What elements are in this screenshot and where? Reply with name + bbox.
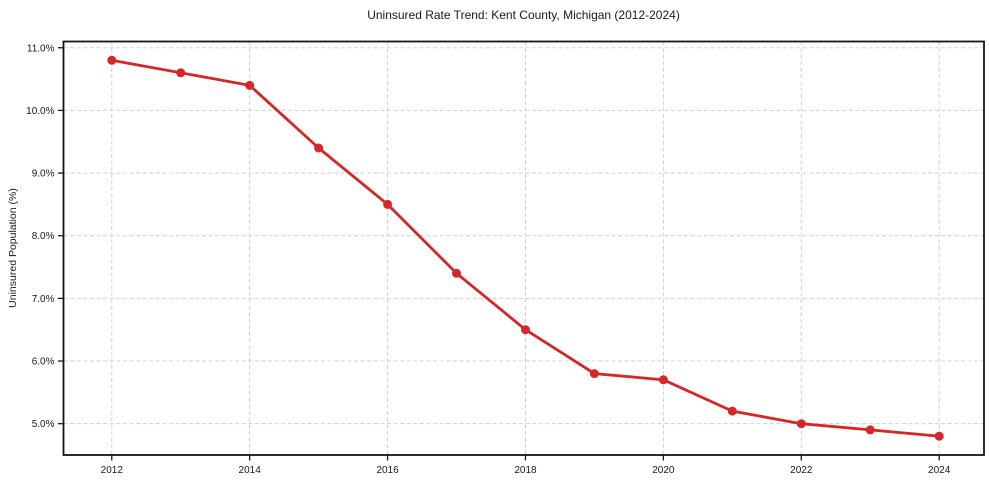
data-point — [176, 68, 186, 78]
y-tick-label: 11.0% — [27, 43, 55, 54]
y-tick-label: 8.0% — [32, 231, 55, 242]
x-tick-label: 2012 — [101, 465, 124, 476]
data-point — [521, 325, 530, 335]
data-point — [658, 375, 668, 385]
y-tick-label: 7.0% — [32, 294, 55, 305]
chart-title: Uninsured Rate Trend: Kent County, Michi… — [367, 8, 680, 22]
y-tick-label: 6.0% — [32, 357, 55, 368]
data-point — [934, 431, 944, 441]
x-tick-label: 2014 — [239, 465, 262, 476]
x-tick-label: 2020 — [652, 465, 675, 476]
data-point — [107, 55, 117, 65]
x-tick-label: 2022 — [790, 465, 813, 476]
data-point — [383, 199, 393, 209]
data-point — [314, 143, 324, 153]
x-tick-label: 2024 — [928, 465, 951, 476]
x-tick-label: 2018 — [514, 465, 537, 476]
data-point — [245, 80, 255, 90]
y-tick-label: 10.0% — [26, 106, 54, 117]
data-point — [727, 406, 737, 416]
y-tick-label: 5.0% — [32, 419, 55, 430]
data-point — [865, 425, 875, 435]
y-tick-label: 9.0% — [32, 169, 55, 180]
data-point — [796, 419, 806, 429]
data-point — [452, 268, 461, 278]
data-point — [589, 369, 599, 379]
plot-frame — [62, 40, 985, 456]
x-tick-label: 2016 — [376, 465, 399, 476]
